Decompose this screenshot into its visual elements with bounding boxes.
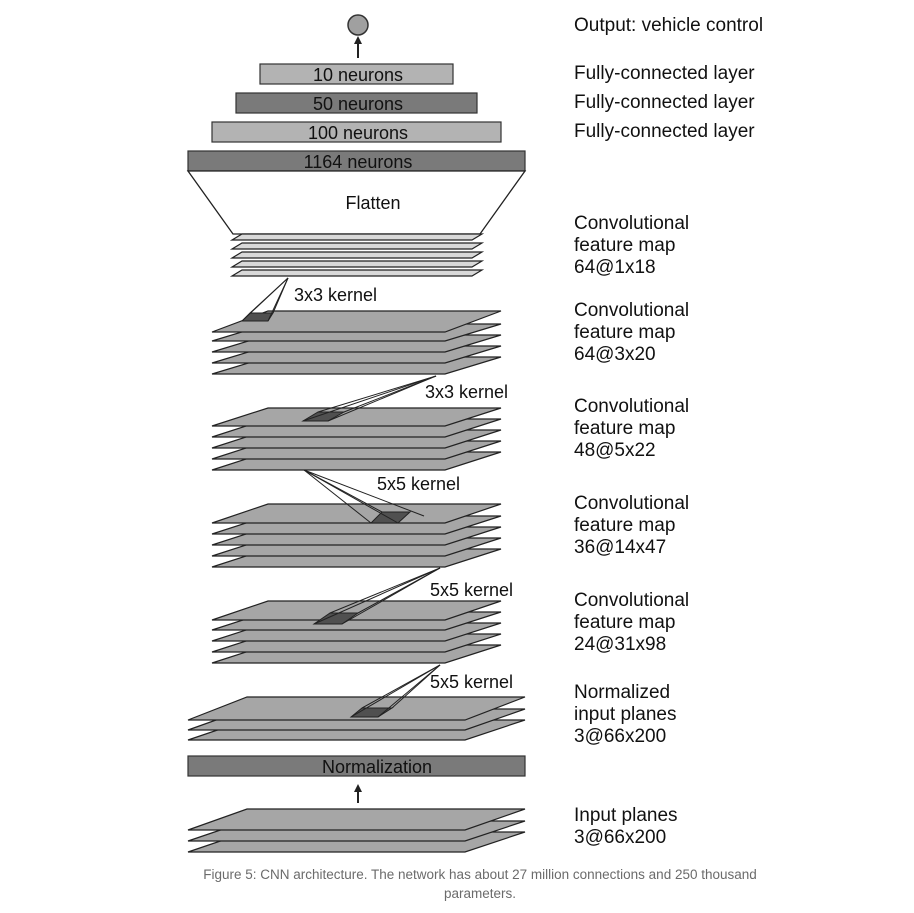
flatten-text: Flatten [345,193,400,213]
kernel2-projection [312,567,441,625]
conv3-desc-line1: Convolutional [574,396,689,417]
conv1-feature-maps [211,600,502,664]
conv5-desc-line3: 64@1x18 [574,257,656,278]
kernel3-projection [303,469,425,524]
fc-100-box [211,121,502,143]
output-arrow [354,36,362,58]
kernel1-projection [349,664,441,718]
norm-planes-desc-line1: Normalized [574,682,670,703]
output-label: Output: vehicle control [574,15,763,36]
input-planes [187,808,526,853]
conv2-desc-line1: Convolutional [574,493,689,514]
kernel5-label: 3x3 kernel [294,285,377,305]
conv3-feature-maps [211,407,502,471]
kernel4-label: 3x3 kernel [425,382,508,402]
input-desc-line1: Input planes [574,805,678,826]
norm-planes-desc-line3: 3@66x200 [574,726,666,747]
fc-10-desc: Fully-connected layer [574,63,755,84]
conv3-desc-line3: 48@5x22 [574,440,656,461]
conv5-desc-line1: Convolutional [574,213,689,234]
conv2-feature-maps [211,503,502,568]
conv2-desc-line2: feature map [574,515,675,536]
kernel5-projection [240,277,289,322]
kernel1-label: 5x5 kernel [430,672,513,692]
fc-100-text: 100 neurons [308,123,408,143]
normalization-box [187,755,526,777]
conv4-desc-line1: Convolutional [574,300,689,321]
conv1-desc-line1: Convolutional [574,590,689,611]
normalization-text: Normalization [322,757,432,777]
conv5-feature-maps [229,233,485,277]
figure-caption: Figure 5: CNN architecture. The network … [203,867,757,901]
input-desc-line2: 3@66x200 [574,827,666,848]
fc-10-box [259,63,454,85]
conv3-desc-line2: feature map [574,418,675,439]
input-arrow [354,784,362,803]
kernel4-projection [301,375,437,422]
conv1-desc-line2: feature map [574,612,675,633]
cnn-architecture-diagram: Output: vehicle control 10 neurons Fully… [186,14,763,853]
kernel3-label: 5x5 kernel [377,474,460,494]
fc-50-box [235,92,478,114]
output-node [347,14,369,36]
conv5-desc-line2: feature map [574,235,675,256]
conv2-desc-line3: 36@14x47 [574,537,666,558]
fc-100-desc: Fully-connected layer [574,121,755,142]
conv4-desc-line3: 64@3x20 [574,344,656,365]
fc-50-desc: Fully-connected layer [574,92,755,113]
conv1-desc-line3: 24@31x98 [574,634,666,655]
fc-50-text: 50 neurons [313,94,403,114]
normalized-input-planes [187,696,526,741]
norm-planes-desc-line2: input planes [574,704,676,725]
fc-1164-text: 1164 neurons [304,152,413,172]
kernel2-label: 5x5 kernel [430,580,513,600]
conv4-feature-maps [211,310,502,375]
fc-10-text: 10 neurons [313,65,403,85]
conv4-desc-line2: feature map [574,322,675,343]
